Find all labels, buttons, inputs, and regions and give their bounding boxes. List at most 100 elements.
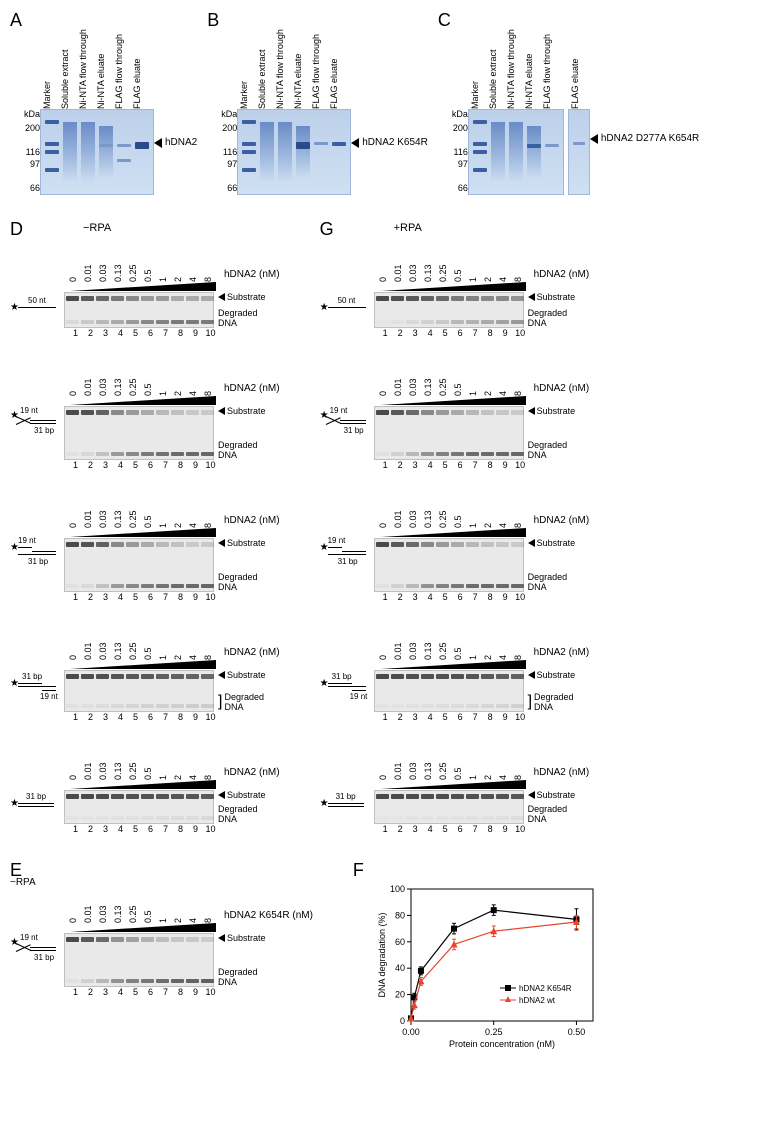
gradient-wedge-icon — [68, 923, 216, 933]
conc-label: 0.5 — [143, 381, 153, 396]
conc-label: 8 — [513, 765, 523, 780]
gel-b — [237, 109, 351, 195]
conc-label: 0.13 — [113, 381, 123, 396]
conc-label: 8 — [203, 513, 213, 528]
panel-a: A Marker Soluble extract Ni-NTA flow thr… — [10, 10, 197, 195]
conc-label: 0.5 — [453, 765, 463, 780]
assay-ov3_31_19: 00.010.030.130.250.51248hDNA2 (nM)★ 31 b… — [320, 618, 590, 722]
svg-text:80: 80 — [395, 910, 405, 920]
gradient-wedge-icon — [378, 780, 526, 790]
lane-number: 1 — [68, 328, 83, 338]
panel-e-label: E — [10, 860, 313, 881]
lane-number: 1 — [378, 824, 393, 834]
conc-label: 1 — [468, 765, 478, 780]
conc-label: 2 — [173, 908, 183, 923]
conc-label: 0.01 — [83, 645, 93, 660]
conc-label: 0 — [68, 513, 78, 528]
assay-ov3_31_19: 00.010.030.130.250.51248hDNA2 (nM)★ 31 b… — [10, 618, 280, 722]
conc-label: 0.13 — [423, 645, 433, 660]
degraded-label: DegradedDNA — [528, 440, 576, 460]
protein-label: hDNA2 K654R (nM) — [224, 910, 313, 923]
lane-number: 6 — [143, 460, 158, 470]
assay-gel — [374, 292, 524, 328]
assay-gel — [64, 933, 214, 987]
lane-number: 4 — [423, 712, 438, 722]
panel-c-label: C — [438, 10, 699, 31]
conc-label: 0.01 — [83, 908, 93, 923]
lane-number: 3 — [98, 328, 113, 338]
svg-text:100: 100 — [390, 884, 405, 894]
panel-d-column: D −RPA 00.010.030.130.250.51248hDNA2 (nM… — [10, 219, 280, 850]
panel-a-label: A — [10, 10, 197, 31]
conc-label: 0 — [68, 645, 78, 660]
lane-number: 8 — [483, 592, 498, 602]
conc-label: 0 — [378, 513, 388, 528]
conc-label: 2 — [483, 765, 493, 780]
conc-label: 8 — [203, 908, 213, 923]
kda-val: 200 — [25, 123, 40, 133]
conc-label: 0.13 — [113, 765, 123, 780]
lane-number: 4 — [423, 328, 438, 338]
gradient-wedge-icon — [68, 660, 216, 670]
conc-label: 0 — [68, 381, 78, 396]
conc-label: 2 — [173, 267, 183, 282]
conc-label: 0.5 — [143, 908, 153, 923]
conc-label: 0.01 — [83, 513, 93, 528]
substrate-label: Substrate — [218, 292, 266, 302]
panel-g-title: +RPA — [394, 222, 422, 234]
assay-gel — [64, 406, 214, 460]
conc-label: 0.13 — [113, 267, 123, 282]
conc-label: 0.5 — [143, 267, 153, 282]
assay-ss50: 00.010.030.130.250.51248hDNA2 (nM)★ 50 n… — [320, 240, 590, 338]
lane-number: 7 — [468, 824, 483, 834]
conc-label: 0.5 — [453, 267, 463, 282]
kda-val: 97 — [30, 159, 40, 169]
lane-label: Ni-NTA eluate — [96, 91, 106, 109]
kda-label: kDa — [24, 109, 40, 119]
assay-ds31: 00.010.030.130.250.51248hDNA2 (nM)★ 31 b… — [10, 738, 280, 834]
panel-g-label: G — [320, 219, 334, 240]
lane-label: Ni-NTA flow through — [275, 91, 285, 109]
conc-label: 1 — [158, 765, 168, 780]
conc-label: 4 — [498, 267, 508, 282]
conc-label: 2 — [483, 267, 493, 282]
conc-label: 2 — [173, 645, 183, 660]
conc-label: 8 — [203, 645, 213, 660]
lane-number: 1 — [378, 460, 393, 470]
lane-number: 2 — [83, 987, 98, 997]
lane-number: 7 — [158, 987, 173, 997]
assay-gel — [374, 406, 524, 460]
conc-label: 8 — [203, 267, 213, 282]
kda-val: 66 — [458, 183, 468, 193]
conc-label: 0.25 — [128, 381, 138, 396]
protein-label: hDNA2 (nM) — [534, 647, 590, 660]
lane-number: 5 — [438, 824, 453, 834]
lane-number: 3 — [408, 592, 423, 602]
lane-number: 3 — [98, 824, 113, 834]
conc-label: 1 — [158, 908, 168, 923]
gel-b-lane-labels: Marker Soluble extract Ni-NTA flow throu… — [237, 31, 345, 109]
assay-y19_31: 00.010.030.130.250.51248hDNA2 (nM)★ 19 n… — [320, 354, 590, 470]
substrate-label: Substrate — [528, 538, 576, 548]
lane-number: 5 — [128, 987, 143, 997]
lane-number: 3 — [408, 824, 423, 834]
lane-number: 7 — [468, 592, 483, 602]
lane-number: 9 — [188, 460, 203, 470]
conc-label: 8 — [513, 513, 523, 528]
lane-number: 9 — [188, 987, 203, 997]
gradient-wedge-icon — [68, 528, 216, 538]
lane-number: 3 — [408, 712, 423, 722]
conc-label: 8 — [203, 381, 213, 396]
substrate-label: Substrate — [528, 292, 576, 302]
conc-label: 1 — [158, 381, 168, 396]
conc-label: 1 — [468, 267, 478, 282]
lane-number: 1 — [68, 987, 83, 997]
assay-gel — [374, 670, 524, 712]
lane-number: 1 — [68, 712, 83, 722]
lane-number: 7 — [468, 328, 483, 338]
gel-a-lane-labels: Marker Soluble extract Ni-NTA flow throu… — [40, 31, 148, 109]
conc-label: 1 — [468, 645, 478, 660]
kda-val: 97 — [458, 159, 468, 169]
svg-text:0.50: 0.50 — [568, 1027, 586, 1037]
conc-label: 8 — [513, 381, 523, 396]
